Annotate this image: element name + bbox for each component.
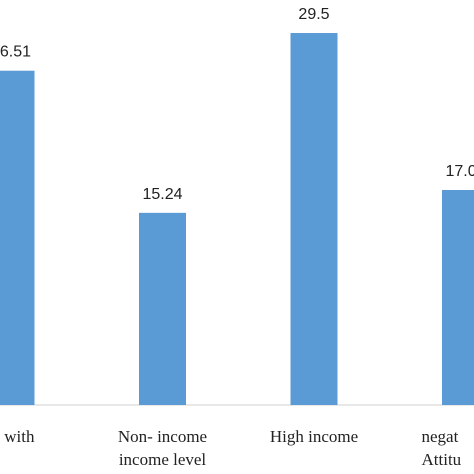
x-tick-label-line: Attitu bbox=[422, 450, 462, 469]
x-tick-label-line: negat bbox=[422, 427, 459, 446]
x-tick-label-line: income level bbox=[119, 450, 207, 469]
bar bbox=[290, 33, 338, 405]
bar bbox=[139, 212, 186, 405]
value-label: 29.5 bbox=[298, 6, 329, 23]
value-label: 26.51 bbox=[0, 44, 31, 61]
value-label: 17.05 bbox=[445, 163, 474, 180]
x-tick-label: High income bbox=[270, 427, 358, 446]
x-tick-label: with bbox=[4, 427, 35, 446]
value-label: 15.24 bbox=[142, 186, 182, 203]
x-tick-label: negat Attitu bbox=[422, 427, 462, 469]
bar bbox=[0, 70, 35, 406]
x-tick-label-line: with bbox=[4, 427, 35, 446]
bar bbox=[442, 189, 474, 405]
x-tick-label: Non- income income level bbox=[118, 427, 207, 469]
x-tick-label-line: High income bbox=[270, 427, 358, 446]
x-tick-label-line: Non- income bbox=[118, 427, 207, 446]
